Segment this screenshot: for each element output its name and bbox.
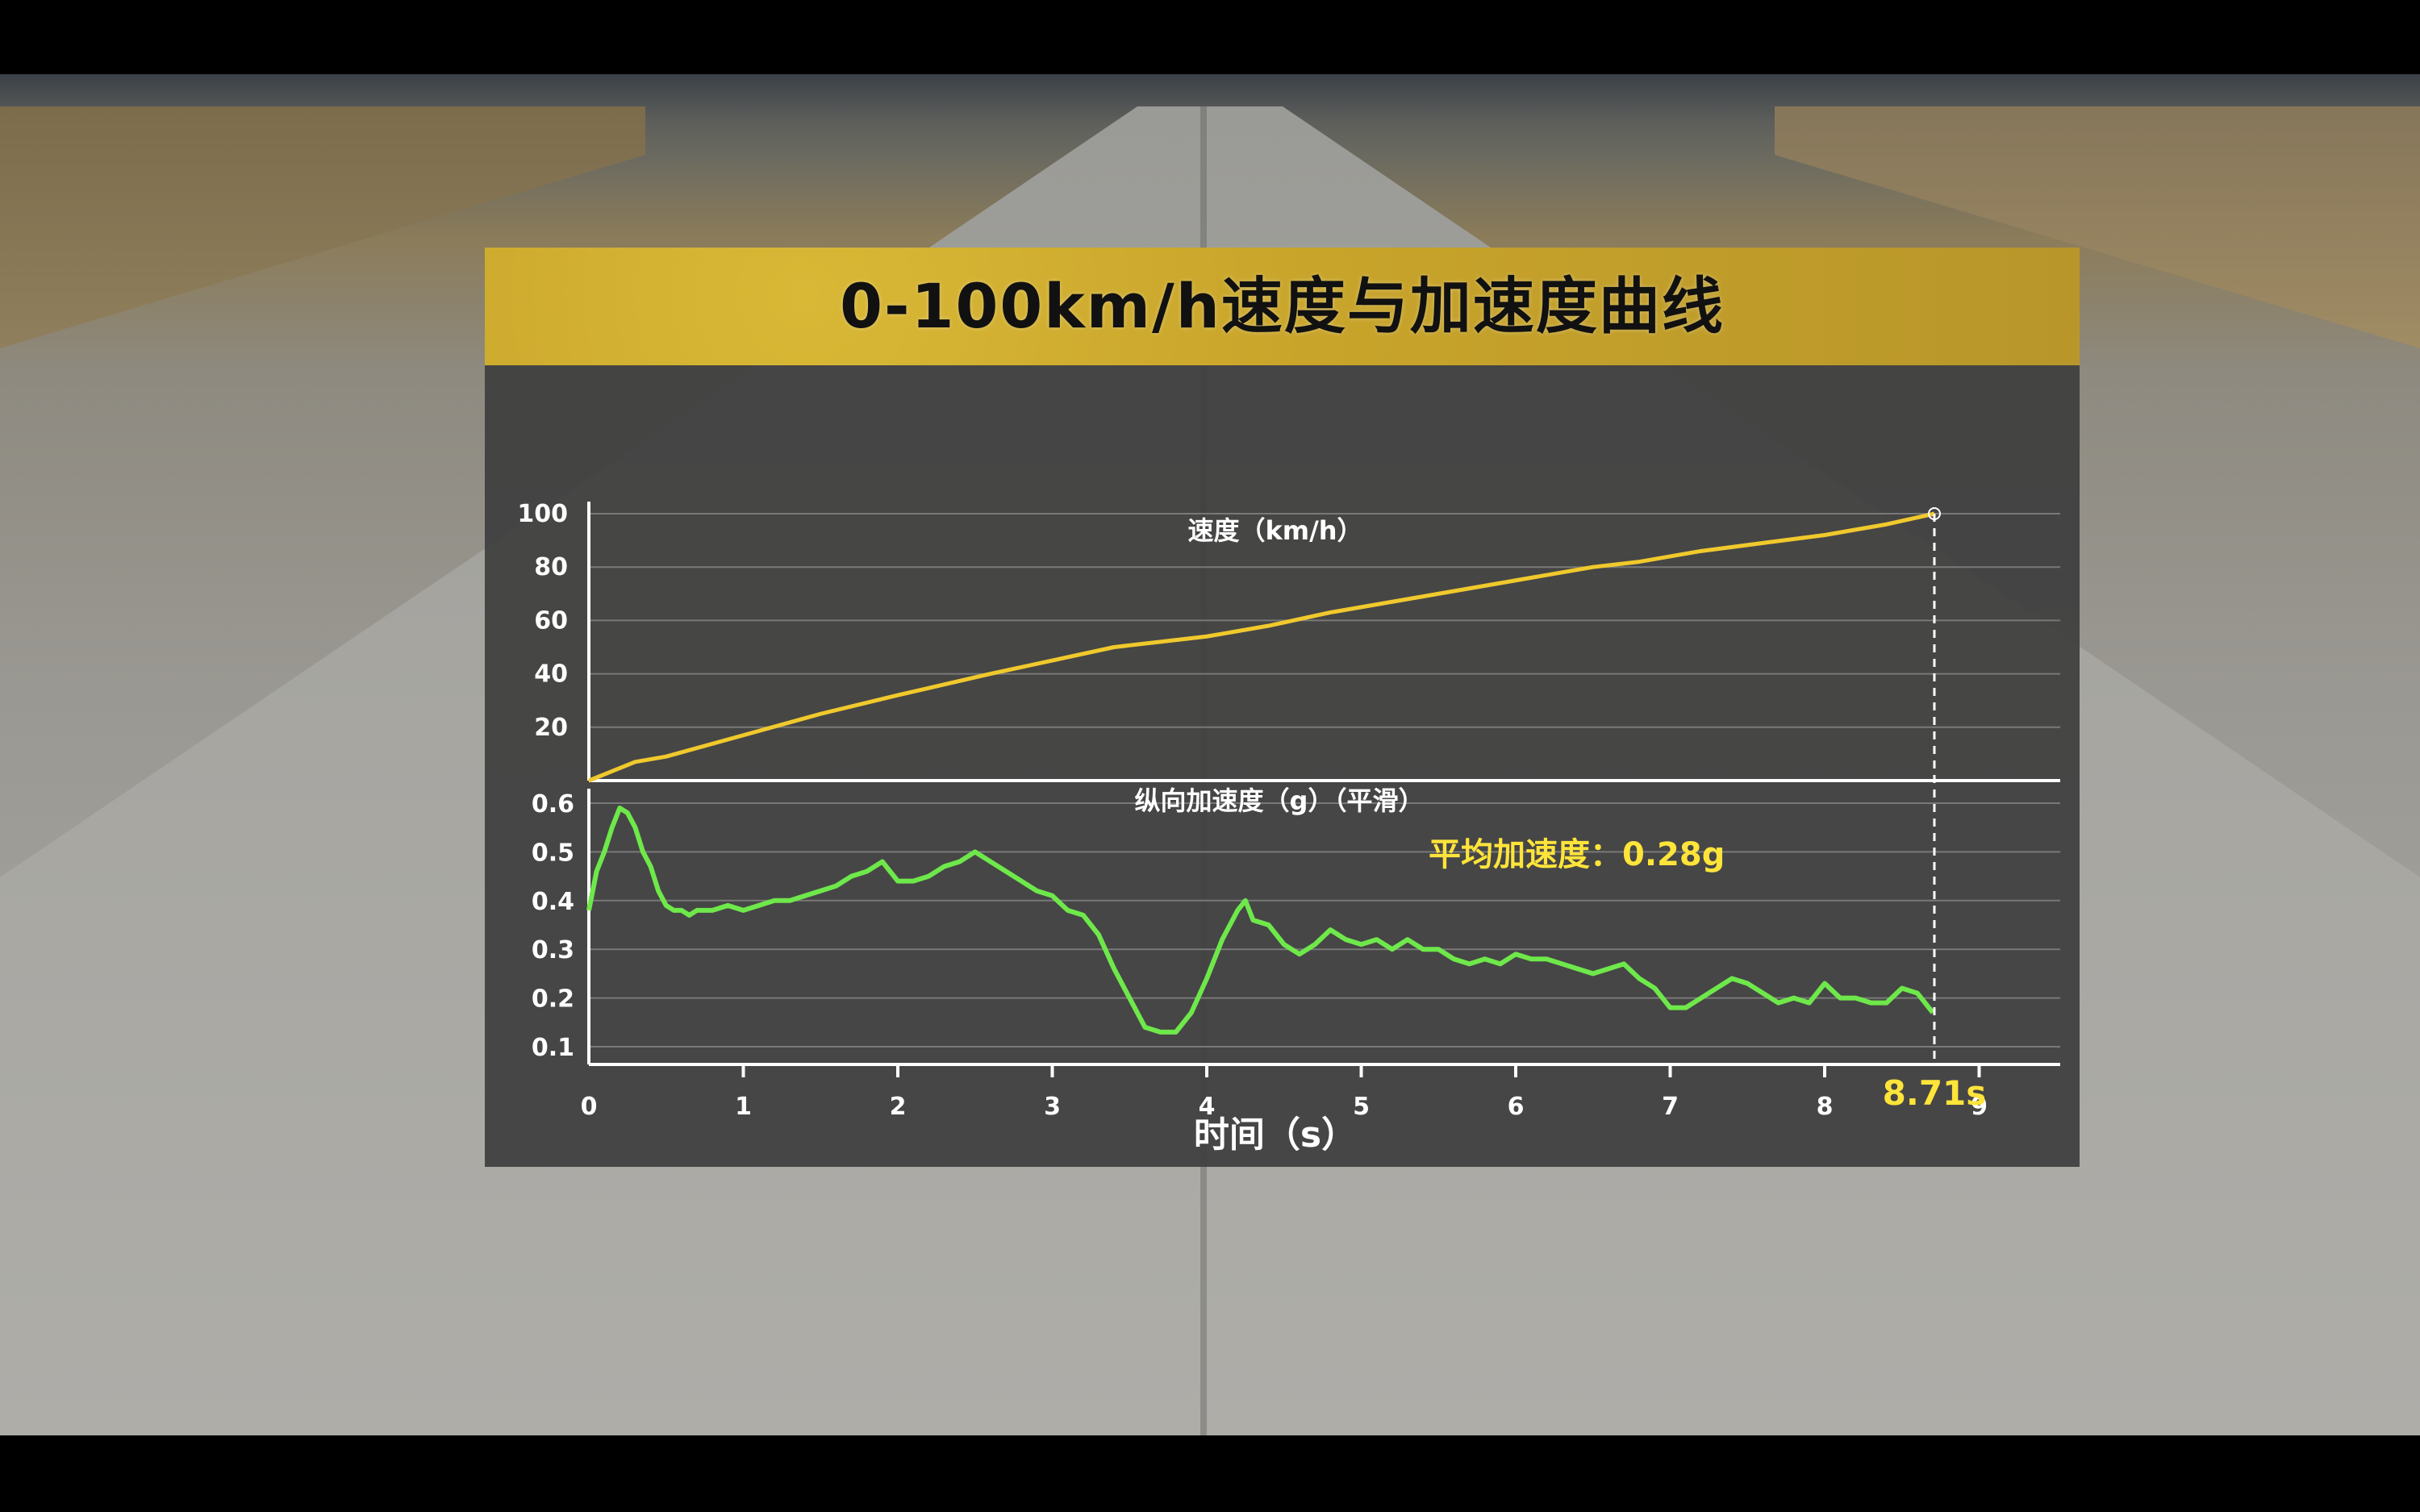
x-tick-label: 8 (1817, 1093, 1834, 1121)
speed-tick-label: 100 (517, 500, 568, 528)
x-axis-label: 时间（s） (1194, 1114, 1357, 1156)
accel-tick-label: 0.4 (532, 888, 574, 916)
x-tick-label: 0 (581, 1093, 598, 1121)
chart-panel: 0-100km/h速度与加速度曲线 20 40 60 80 100 速度（km/h） 0.1… (485, 248, 2080, 1167)
x-tick-label: 9 (1971, 1093, 1988, 1121)
x-tick-label: 4 (1199, 1093, 1216, 1121)
speed-tick-label: 20 (534, 714, 568, 742)
letterbox-bottom (0, 1435, 2420, 1512)
x-tick-label: 7 (1662, 1093, 1679, 1121)
letterbox-top (0, 0, 2420, 74)
speed-tick-label: 40 (534, 660, 568, 689)
speed-tick-label: 80 (534, 553, 568, 581)
chart-title: 0-100km/h速度与加速度曲线 (840, 270, 1725, 342)
accel-series-label: 纵向加速度（g）（平滑） (1135, 785, 1425, 816)
speed-line (588, 511, 1935, 783)
marker-endpoint (1927, 507, 1941, 520)
x-tick-label: 2 (890, 1093, 907, 1121)
accel-line (586, 806, 1935, 1035)
x-tick-label: 3 (1044, 1093, 1061, 1121)
marker-label: 8.71s (1883, 1073, 1987, 1113)
accel-tick-label: 0.2 (532, 985, 574, 1014)
average-accel-annotation: 平均加速度：0.28g (1429, 836, 1725, 873)
x-tick-label: 1 (735, 1093, 752, 1121)
speed-tick-label: 60 (534, 606, 568, 635)
accel-tick-label: 0.5 (532, 839, 574, 867)
speed-series-label: 速度（km/h） (1187, 515, 1362, 546)
accel-tick-label: 0.6 (532, 790, 574, 818)
title-bar: 0-100km/h速度与加速度曲线 (485, 248, 2080, 365)
accel-tick-label: 0.3 (532, 936, 574, 964)
accel-tick-label: 0.1 (532, 1034, 574, 1062)
x-tick-label: 5 (1353, 1093, 1370, 1121)
x-tick-label: 6 (1508, 1093, 1525, 1121)
